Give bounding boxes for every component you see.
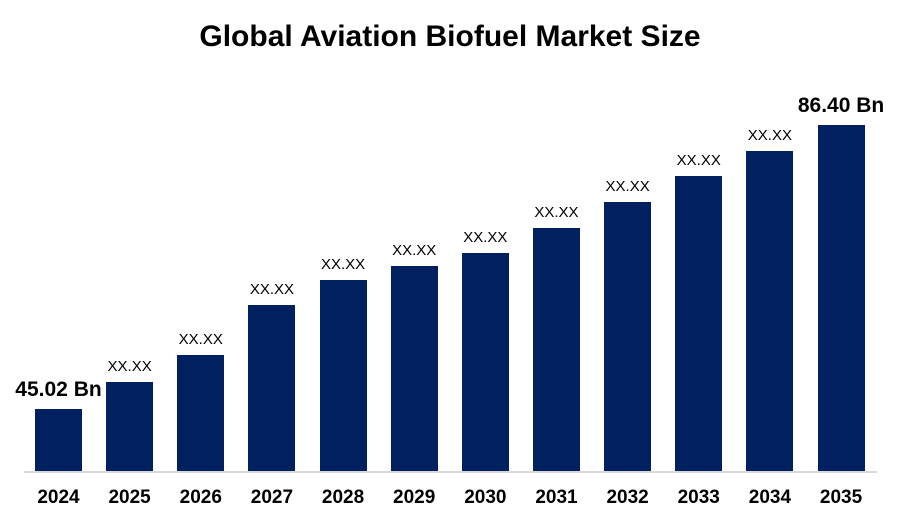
bar-2026 bbox=[177, 355, 225, 471]
bar-2030 bbox=[461, 253, 509, 471]
bar-value-label-2031: XX.XX bbox=[534, 204, 579, 221]
bar-2035 bbox=[817, 125, 865, 471]
bar-2033 bbox=[675, 176, 723, 471]
bar-2034 bbox=[746, 151, 794, 471]
x-axis-tick-label-2030: 2030 bbox=[464, 487, 507, 508]
bar-value-label-2028: XX.XX bbox=[320, 256, 366, 273]
bar-value-label-2026: XX.XX bbox=[178, 331, 223, 348]
bar-value-label-2024: 45.02 Bn bbox=[15, 378, 102, 401]
x-axis-tick-label-2026: 2026 bbox=[179, 487, 222, 508]
bar-value-label-2025: XX.XX bbox=[107, 358, 152, 375]
bar-2025 bbox=[106, 382, 154, 471]
x-axis-tick-label-2031: 2031 bbox=[535, 487, 578, 508]
bar-value-label-2029: XX.XX bbox=[392, 242, 437, 259]
bar-value-label-2030: XX.XX bbox=[463, 229, 508, 246]
chart-title: Global Aviation Biofuel Market Size bbox=[199, 20, 701, 53]
bar-value-label-2032: XX.XX bbox=[605, 178, 650, 195]
x-axis-tick-label-2033: 2033 bbox=[677, 487, 720, 508]
x-axis-tick-label-2024: 2024 bbox=[37, 487, 80, 508]
bar-value-label-2034: XX.XX bbox=[747, 127, 792, 144]
bar-2027 bbox=[248, 305, 296, 471]
x-axis-tick-label-2032: 2032 bbox=[606, 487, 649, 508]
x-axis-line bbox=[24, 471, 877, 473]
x-axis-tick-label-2034: 2034 bbox=[748, 487, 792, 508]
bar-value-label-2027: XX.XX bbox=[249, 281, 294, 298]
bar-2031 bbox=[532, 228, 580, 471]
bar-2028 bbox=[319, 280, 367, 471]
x-axis-tick-label-2029: 2029 bbox=[393, 487, 436, 508]
bar-2029 bbox=[390, 266, 438, 471]
bar-value-label-2033: XX.XX bbox=[676, 152, 721, 169]
x-axis-tick-label-2027: 2027 bbox=[250, 487, 294, 508]
bar-value-label-2035: 86.40 Bn bbox=[797, 94, 885, 117]
x-axis-tick-label-2028: 2028 bbox=[321, 487, 365, 508]
bar-2024 bbox=[35, 409, 82, 471]
x-axis-tick-label-2035: 2035 bbox=[819, 487, 863, 508]
x-axis-tick-label-2025: 2025 bbox=[108, 487, 151, 508]
bar-2032 bbox=[604, 202, 652, 471]
